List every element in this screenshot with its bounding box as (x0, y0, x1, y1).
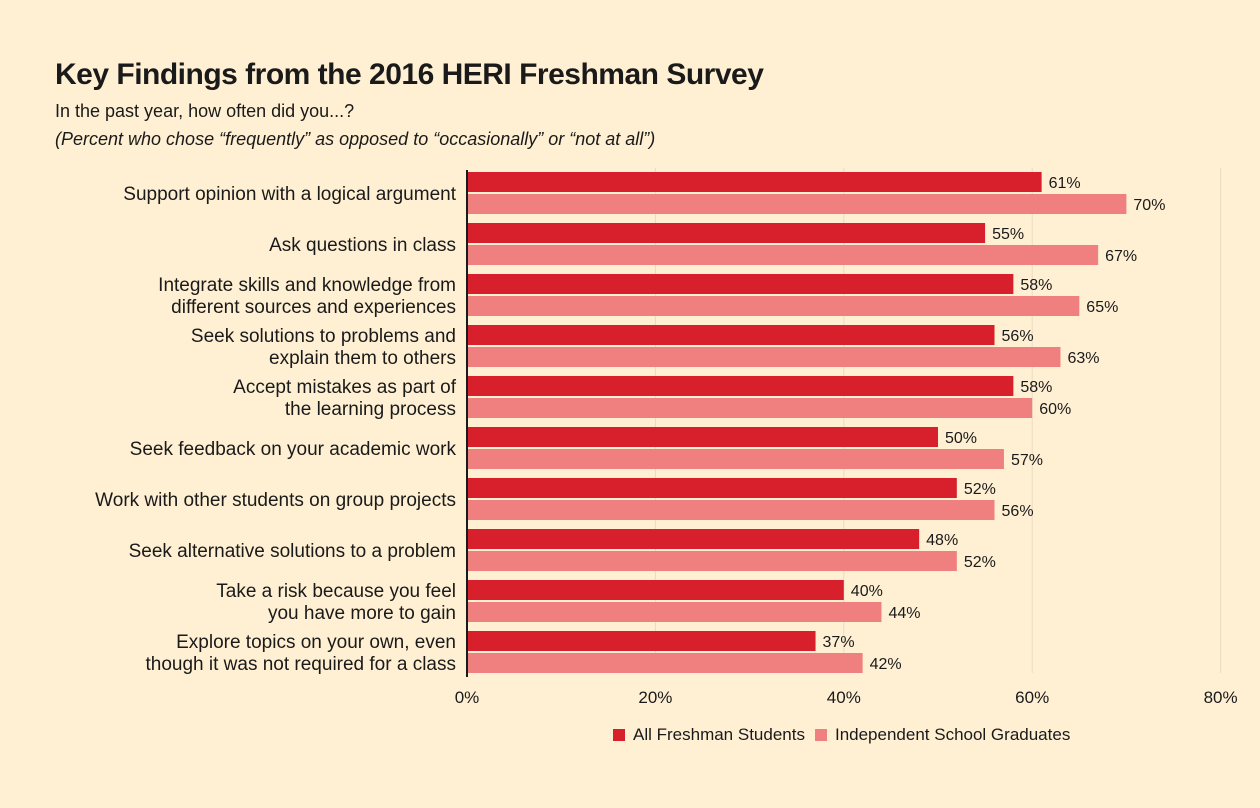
bar-all-freshman (467, 325, 995, 345)
data-label: 57% (1011, 452, 1043, 469)
chart-subtitle: In the past year, how often did you...? (55, 101, 355, 121)
bar-all-freshman (467, 376, 1014, 396)
bar-independent-school (467, 551, 957, 571)
category-label: Seek feedback on your academic work (130, 439, 457, 460)
category-label: Work with other students on group projec… (95, 490, 456, 511)
bar-independent-school (467, 602, 882, 622)
x-tick-label: 80% (1204, 688, 1238, 707)
data-label: 65% (1086, 299, 1118, 316)
bar-all-freshman (467, 172, 1042, 192)
data-label: 42% (870, 656, 902, 673)
data-label: 61% (1049, 175, 1081, 192)
data-label: 56% (1002, 503, 1034, 520)
bar-independent-school (467, 245, 1099, 265)
bar-all-freshman (467, 631, 816, 651)
data-label: 56% (1002, 328, 1034, 345)
data-label: 58% (1020, 379, 1052, 396)
legend-label-all: All Freshman Students (633, 725, 805, 744)
legend-swatch-independent (814, 729, 827, 741)
category-label: Take a risk because you feel (216, 581, 456, 602)
data-label: 60% (1039, 401, 1071, 418)
category-label: though it was not required for a class (145, 654, 456, 675)
bar-all-freshman (467, 274, 1014, 294)
category-label: Accept mistakes as part of (233, 377, 457, 398)
bar-all-freshman (467, 223, 986, 243)
bar-independent-school (467, 296, 1080, 316)
bar-all-freshman (467, 478, 957, 498)
category-label: Seek alternative solutions to a problem (129, 541, 456, 562)
data-label: 63% (1067, 350, 1099, 367)
category-label: different sources and experiences (171, 297, 456, 318)
data-label: 70% (1133, 197, 1165, 214)
data-label: 40% (851, 583, 883, 600)
data-label: 37% (823, 634, 855, 651)
category-label: the learning process (285, 399, 456, 420)
bar-all-freshman (467, 580, 844, 600)
data-label: 67% (1105, 248, 1137, 265)
bar-independent-school (467, 449, 1004, 469)
legend-label-independent: Independent School Graduates (834, 725, 1071, 744)
data-label: 48% (926, 532, 958, 549)
category-label: you have more to gain (268, 603, 456, 624)
chart-legend: All Freshman Students Independent School… (613, 725, 1080, 745)
bar-independent-school (467, 500, 995, 520)
x-tick-label: 0% (455, 688, 480, 707)
data-label: 52% (964, 481, 996, 498)
x-tick-label: 40% (827, 688, 861, 707)
x-tick-label: 20% (638, 688, 672, 707)
chart-title: Key Findings from the 2016 HERI Freshman… (55, 58, 764, 91)
bar-all-freshman (467, 529, 920, 549)
legend-item-all: All Freshman Students (613, 725, 805, 745)
x-tick-label: 60% (1015, 688, 1049, 707)
bar-independent-school (467, 347, 1061, 367)
category-label: Explore topics on your own, even (176, 632, 456, 653)
bar-independent-school (467, 398, 1033, 418)
category-label: Integrate skills and knowledge from (158, 275, 456, 296)
category-label: explain them to others (269, 348, 456, 369)
data-label: 50% (945, 430, 977, 447)
category-label: Support opinion with a logical argument (123, 184, 456, 205)
bar-independent-school (467, 653, 863, 673)
category-label: Ask questions in class (269, 235, 456, 256)
data-label: 58% (1020, 277, 1052, 294)
legend-item-independent: Independent School Graduates (814, 725, 1071, 745)
data-label: 44% (888, 605, 920, 622)
chart-note: (Percent who chose “frequently” as oppos… (55, 129, 656, 149)
data-label: 55% (992, 226, 1024, 243)
bar-independent-school (467, 194, 1127, 214)
legend-swatch-all (613, 729, 625, 741)
category-label: Seek solutions to problems and (191, 326, 456, 347)
data-label: 52% (964, 554, 996, 571)
bar-all-freshman (467, 427, 938, 447)
